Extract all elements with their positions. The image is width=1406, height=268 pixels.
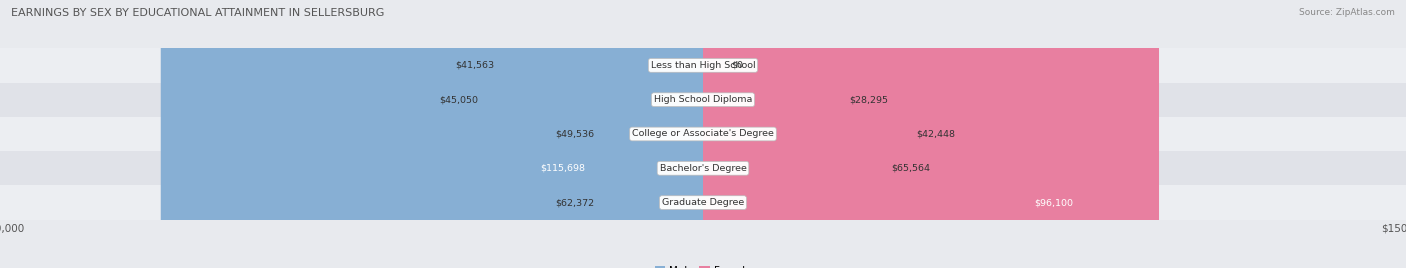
FancyBboxPatch shape: [492, 0, 709, 268]
Bar: [0, 185, 1406, 220]
FancyBboxPatch shape: [703, 0, 1017, 268]
Text: Less than High School: Less than High School: [651, 61, 755, 70]
Text: $115,698: $115,698: [540, 164, 585, 173]
Text: $62,372: $62,372: [555, 198, 595, 207]
Bar: [0, 83, 1406, 117]
FancyBboxPatch shape: [703, 0, 841, 268]
Legend: Male, Female: Male, Female: [651, 261, 755, 268]
Text: $45,050: $45,050: [439, 95, 478, 104]
FancyBboxPatch shape: [160, 0, 709, 268]
Text: $0: $0: [731, 61, 744, 70]
Bar: [0, 151, 1406, 185]
Text: $41,563: $41,563: [456, 61, 494, 70]
Bar: [0, 48, 1406, 83]
Text: High School Diploma: High School Diploma: [654, 95, 752, 104]
Text: $49,536: $49,536: [555, 129, 595, 139]
FancyBboxPatch shape: [703, 0, 907, 268]
Text: Graduate Degree: Graduate Degree: [662, 198, 744, 207]
FancyBboxPatch shape: [471, 0, 709, 268]
Text: $96,100: $96,100: [1035, 198, 1073, 207]
Text: Bachelor's Degree: Bachelor's Degree: [659, 164, 747, 173]
Bar: [0, 117, 1406, 151]
FancyBboxPatch shape: [703, 0, 1159, 268]
FancyBboxPatch shape: [508, 0, 709, 268]
FancyBboxPatch shape: [411, 0, 709, 268]
Text: EARNINGS BY SEX BY EDUCATIONAL ATTAINMENT IN SELLERSBURG: EARNINGS BY SEX BY EDUCATIONAL ATTAINMEN…: [11, 8, 385, 18]
Text: $42,448: $42,448: [915, 129, 955, 139]
Text: Source: ZipAtlas.com: Source: ZipAtlas.com: [1299, 8, 1395, 17]
Text: College or Associate's Degree: College or Associate's Degree: [633, 129, 773, 139]
Text: $65,564: $65,564: [891, 164, 931, 173]
Text: $28,295: $28,295: [849, 95, 889, 104]
